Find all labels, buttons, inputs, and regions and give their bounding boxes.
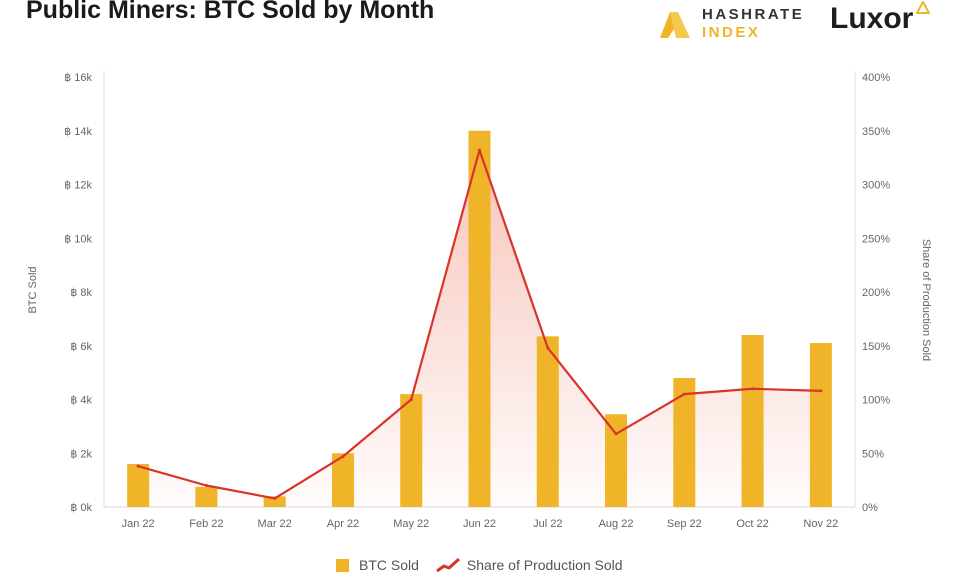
bar-btc-sold (331, 453, 354, 507)
bar-btc-sold (195, 486, 218, 507)
hashrate-logo-icon (660, 12, 690, 38)
x-tick-label: Sep 22 (667, 518, 702, 530)
x-tick-label: Jul 22 (533, 518, 562, 530)
x-tick-label: Jan 22 (122, 518, 155, 530)
bar-btc-sold (263, 496, 286, 507)
x-tick-label: Oct 22 (736, 518, 768, 530)
x-tick-label: Nov 22 (803, 518, 838, 530)
y-axis-title: BTC Sold (27, 266, 39, 313)
x-tick-label: May 22 (393, 518, 429, 530)
y2-tick-label: 50% (862, 448, 884, 460)
bar-btc-sold (741, 335, 764, 507)
y2-tick-label: 100% (862, 395, 890, 407)
bar-btc-sold (809, 343, 832, 507)
x-tick-label: Mar 22 (258, 518, 292, 530)
y2-tick-label: 350% (862, 126, 890, 138)
line-point (341, 454, 345, 458)
line-point (478, 148, 481, 152)
x-tick-label: Apr 22 (327, 518, 359, 530)
y2-tick-label: 200% (862, 287, 890, 299)
y-tick-label: ฿ 12k (64, 180, 92, 192)
bar-btc-sold (605, 414, 628, 507)
y2-tick-label: 400% (862, 72, 890, 84)
bar-btc-sold (400, 394, 423, 507)
y-tick-label: ฿ 2k (70, 448, 92, 460)
hashrate-index-logo: HASHRATE INDEX (656, 4, 806, 44)
bar-btc-sold (673, 378, 696, 507)
y-tick-label: ฿ 10k (64, 233, 92, 245)
luxor-logo: Luxor (830, 2, 914, 35)
legend-bar-label: BTC Sold (359, 557, 419, 573)
line-point (204, 484, 208, 487)
y-tick-label: ฿ 16k (64, 72, 92, 84)
x-tick-label: Aug 22 (599, 518, 634, 530)
line-point (546, 346, 550, 350)
y2-tick-label: 300% (862, 180, 890, 192)
line-point (682, 392, 686, 396)
y-tick-label: ฿ 0k (70, 502, 92, 514)
y-tick-label: ฿ 6k (70, 341, 92, 353)
bar-btc-sold (468, 130, 491, 507)
legend-bar-swatch (336, 558, 349, 572)
y-tick-label: ฿ 14k (64, 126, 92, 138)
page-title: Public Miners: BTC Sold by Month (26, 0, 435, 24)
line-point (819, 389, 823, 393)
luxor-logo-icon (916, 1, 930, 14)
x-tick-label: Feb 22 (189, 518, 223, 530)
y2-axis-title: Share of Production Sold (920, 239, 932, 361)
chart-legend: BTC Sold Share of Production Sold (336, 556, 639, 574)
bar-btc-sold (536, 336, 559, 507)
line-point (751, 387, 755, 391)
y-tick-label: ฿ 4k (70, 395, 92, 407)
y2-tick-label: 150% (862, 341, 890, 353)
index-logo-text: INDEX (702, 24, 761, 41)
line-point (273, 496, 277, 500)
y2-tick-label: 250% (862, 233, 890, 245)
x-tick-label: Jun 22 (463, 518, 496, 530)
legend-line-icon (436, 557, 460, 573)
y2-tick-label: 0% (862, 502, 878, 514)
line-point (614, 432, 618, 436)
legend-line-label: Share of Production Sold (466, 557, 623, 573)
y-tick-label: ฿ 8k (70, 287, 92, 299)
hashrate-logo-text: HASHRATE (702, 6, 805, 23)
line-point (136, 464, 140, 468)
line-point (409, 398, 413, 401)
bar-btc-sold (127, 464, 150, 507)
